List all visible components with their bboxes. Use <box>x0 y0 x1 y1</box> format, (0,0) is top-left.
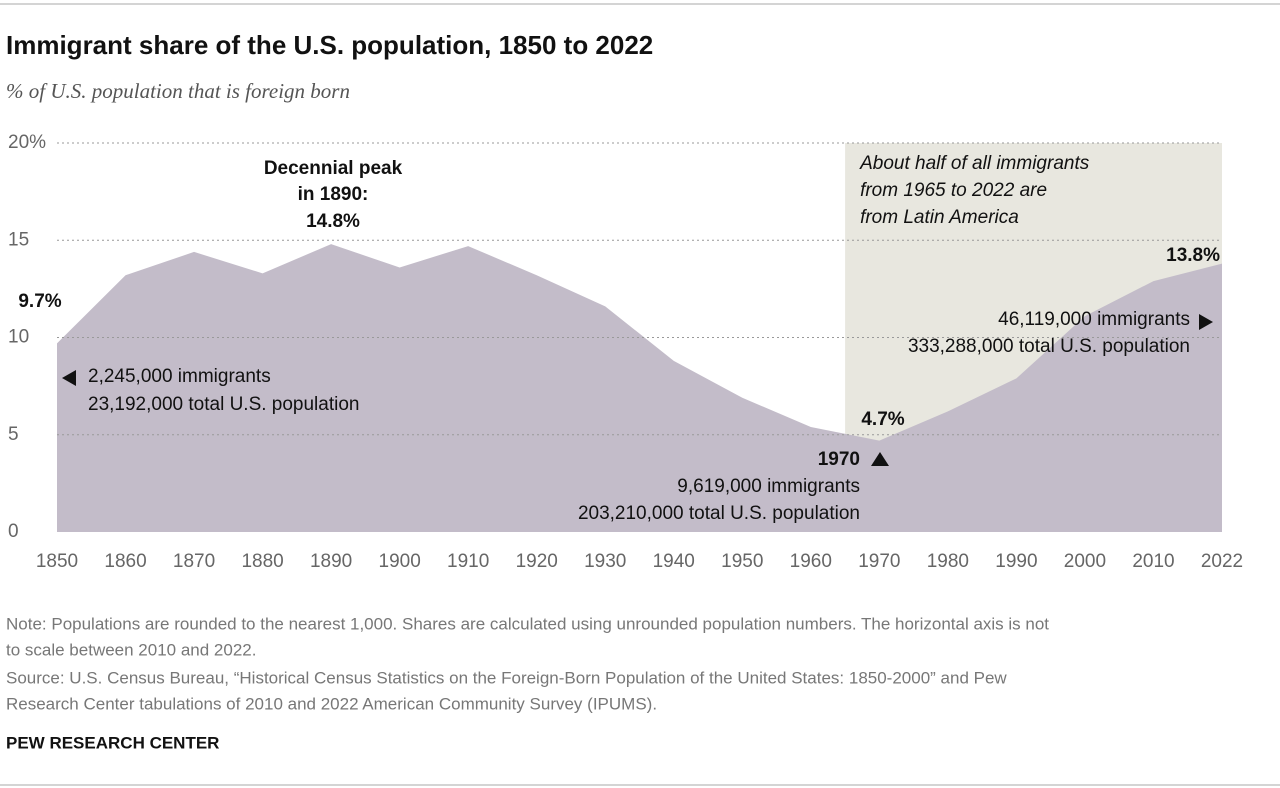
annotation: 23,192,000 total U.S. population <box>88 394 359 415</box>
x-tick-label: 2010 <box>1132 551 1174 572</box>
area <box>57 244 1222 532</box>
x-tick-label: 1930 <box>584 551 626 572</box>
value-label: 14.8% <box>306 211 360 232</box>
note: to scale between 2010 and 2022. <box>6 640 256 659</box>
annotation: 203,210,000 total U.S. population <box>578 503 860 524</box>
chart-title: Immigrant share of the U.S. population, … <box>6 30 653 60</box>
y-tick-label: 0 <box>8 521 19 542</box>
annotation: 2,245,000 immigrants <box>88 366 271 387</box>
highlight-label: from 1965 to 2022 are <box>860 180 1047 201</box>
x-tick-label: 1910 <box>447 551 489 572</box>
x-tick-label: 1980 <box>927 551 969 572</box>
x-tick-label: 1890 <box>310 551 352 572</box>
x-tick-label: 1920 <box>516 551 558 572</box>
x-tick-label: 1860 <box>104 551 146 572</box>
highlight-label: About half of all immigrants <box>859 153 1090 174</box>
value-label: 9.7% <box>18 291 61 312</box>
x-tick-label: 2000 <box>1064 551 1106 572</box>
value-label: 13.8% <box>1166 245 1220 266</box>
annotation: 1970 <box>818 449 860 470</box>
note: Note: Populations are rounded to the nea… <box>6 614 1049 633</box>
x-tick-label: 1970 <box>858 551 900 572</box>
arrow <box>871 452 889 466</box>
source: Research Center tabulations of 2010 and … <box>6 694 657 713</box>
x-tick-label: 1880 <box>241 551 283 572</box>
y-tick-label: 15 <box>8 229 29 250</box>
source: Source: U.S. Census Bureau, “Historical … <box>6 668 1007 687</box>
x-tick-label: 1940 <box>653 551 695 572</box>
x-tick-label: 2022 <box>1201 551 1243 572</box>
arrow <box>62 370 76 386</box>
x-tick-label: 1950 <box>721 551 763 572</box>
y-tick-label: 20% <box>8 132 46 153</box>
value-label: 4.7% <box>861 409 904 430</box>
chart-subtitle: % of U.S. population that is foreign bor… <box>6 79 350 103</box>
highlight-label: from Latin America <box>860 207 1019 228</box>
annotation: in 1890: <box>298 184 369 205</box>
x-tick-label: 1990 <box>995 551 1037 572</box>
annotation: 9,619,000 immigrants <box>677 476 860 497</box>
y-tick-label: 10 <box>8 327 29 348</box>
y-tick-label: 5 <box>8 424 19 445</box>
annotation: 333,288,000 total U.S. population <box>908 336 1190 357</box>
annotation: Decennial peak <box>264 158 403 179</box>
x-tick-label: 1900 <box>379 551 421 572</box>
x-tick-label: 1960 <box>790 551 832 572</box>
x-tick-label: 1850 <box>36 551 78 572</box>
annotation: 46,119,000 immigrants <box>998 309 1190 330</box>
x-tick-label: 1870 <box>173 551 215 572</box>
brand: PEW RESEARCH CENTER <box>6 733 219 752</box>
arrow <box>1199 314 1213 330</box>
